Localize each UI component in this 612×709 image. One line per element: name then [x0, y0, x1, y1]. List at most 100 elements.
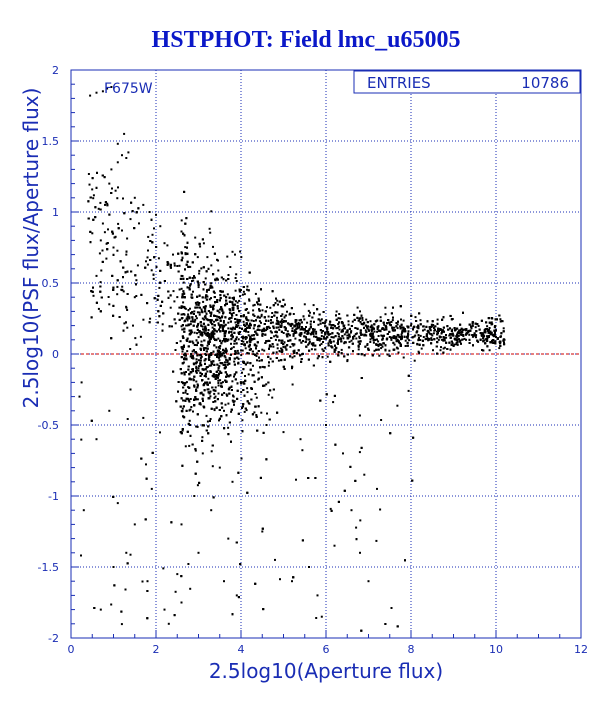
data-point	[209, 319, 212, 321]
data-point	[222, 364, 225, 366]
data-point	[317, 355, 320, 358]
data-point	[283, 368, 286, 370]
data-point	[207, 425, 210, 428]
data-point	[253, 411, 256, 414]
data-point	[125, 305, 128, 308]
data-point	[219, 353, 222, 356]
data-point	[183, 384, 186, 386]
data-point	[494, 333, 496, 336]
data-point	[130, 201, 133, 204]
data-point	[275, 297, 277, 300]
data-point	[292, 313, 295, 315]
data-point	[207, 432, 210, 435]
data-point	[185, 371, 187, 373]
data-point	[218, 311, 221, 314]
data-point	[364, 333, 367, 336]
data-point	[169, 263, 172, 266]
data-point	[439, 328, 442, 331]
data-point	[196, 354, 199, 357]
data-point	[248, 348, 251, 351]
data-point	[350, 325, 353, 327]
data-point	[235, 273, 238, 276]
data-point	[277, 359, 280, 362]
data-point	[252, 364, 254, 367]
data-point	[258, 329, 261, 332]
data-point	[330, 326, 333, 329]
data-point	[327, 344, 330, 347]
data-point	[135, 279, 138, 282]
data-point	[190, 371, 193, 374]
data-point	[346, 329, 349, 332]
data-point	[283, 341, 286, 344]
data-point	[270, 316, 273, 318]
data-point	[221, 406, 224, 409]
data-point	[99, 201, 102, 204]
data-point	[390, 312, 393, 315]
data-point	[206, 381, 208, 384]
data-point	[374, 320, 377, 323]
data-point	[218, 419, 220, 422]
data-point	[236, 305, 239, 308]
data-point	[249, 324, 252, 327]
data-point	[435, 345, 438, 348]
data-point	[361, 317, 364, 319]
data-point	[303, 335, 306, 338]
data-point	[252, 374, 255, 377]
data-point	[320, 335, 323, 337]
data-point	[273, 335, 276, 338]
data-point	[207, 288, 210, 291]
data-point	[459, 339, 462, 342]
data-point	[277, 326, 280, 329]
data-point	[350, 339, 353, 342]
data-point	[442, 330, 445, 333]
data-point	[253, 303, 256, 306]
data-point	[141, 580, 144, 583]
data-point	[222, 312, 224, 315]
data-point	[465, 328, 468, 331]
data-point	[219, 326, 222, 329]
data-point	[334, 348, 337, 351]
data-point	[337, 333, 340, 336]
data-point	[185, 263, 188, 266]
data-point	[120, 623, 123, 626]
data-point	[195, 425, 198, 428]
data-point	[414, 334, 417, 337]
data-point	[267, 339, 270, 342]
data-point	[282, 305, 285, 308]
data-point	[184, 252, 187, 255]
data-point	[474, 326, 477, 329]
data-point	[488, 349, 491, 352]
data-point	[469, 329, 472, 332]
data-point	[195, 303, 198, 306]
data-point	[146, 580, 149, 583]
data-point	[329, 333, 332, 336]
data-point	[441, 329, 444, 332]
data-point	[200, 308, 203, 311]
data-point	[125, 253, 128, 256]
data-point	[196, 398, 199, 401]
data-point	[174, 322, 177, 325]
data-point	[400, 326, 403, 329]
data-point	[183, 344, 185, 347]
data-point	[461, 331, 464, 334]
data-point	[359, 519, 362, 522]
data-point	[200, 355, 203, 358]
data-point	[436, 341, 439, 344]
data-point	[430, 338, 433, 341]
data-point	[193, 385, 196, 388]
data-point	[247, 319, 250, 322]
data-point	[425, 335, 428, 338]
data-point	[148, 321, 151, 324]
data-point	[250, 339, 253, 342]
data-point	[445, 341, 448, 344]
data-point	[235, 324, 238, 326]
data-point	[217, 369, 220, 372]
data-point	[198, 330, 201, 332]
data-point	[227, 537, 230, 540]
data-point	[194, 236, 197, 239]
data-point	[477, 340, 480, 343]
data-point	[282, 431, 285, 434]
data-point	[184, 389, 187, 392]
data-point	[213, 392, 216, 395]
data-point	[252, 304, 255, 307]
